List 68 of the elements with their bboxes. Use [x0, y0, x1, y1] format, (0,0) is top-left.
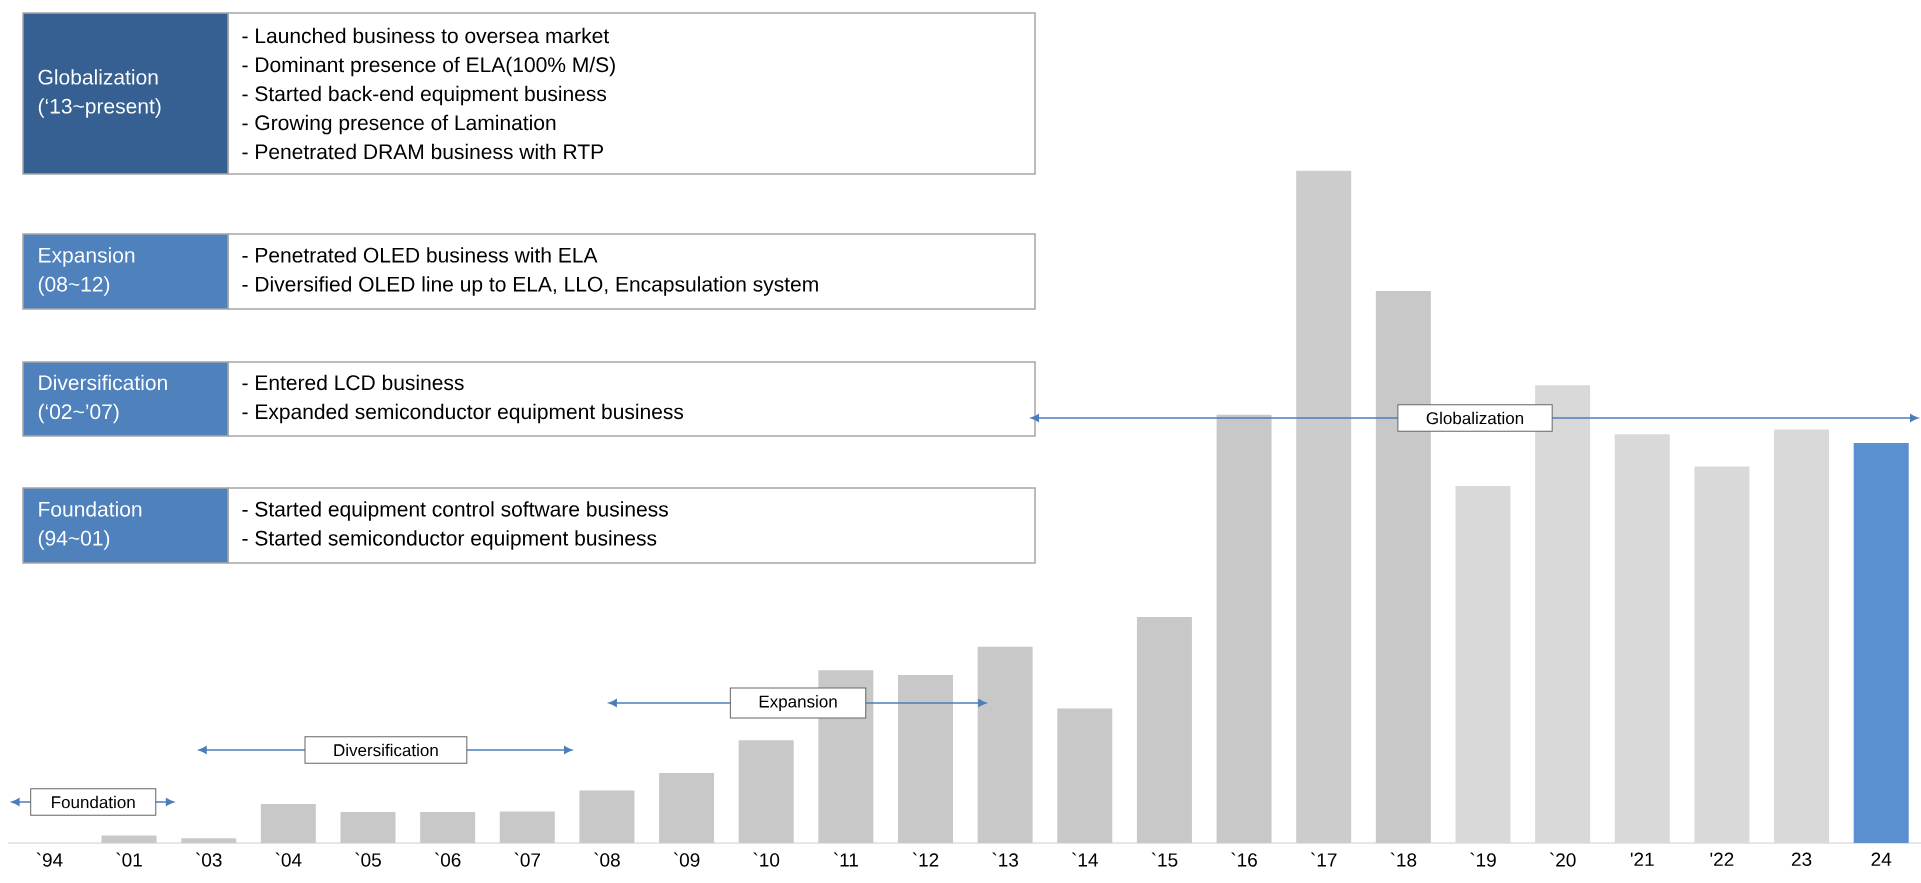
- bar: [1057, 708, 1113, 843]
- x-tick-label: `14: [1072, 852, 1098, 867]
- annotation: (‘02~’07): [38, 403, 119, 424]
- bar: [1455, 486, 1511, 843]
- annotation: - Diversified OLED line up to ELA, LLO, Encapsulation system: [242, 276, 818, 296]
- x-tick-label: `19: [1470, 852, 1496, 867]
- x-tick-label: `05: [355, 852, 381, 867]
- x-tick-label: `01: [116, 852, 142, 867]
- bar: [260, 804, 316, 843]
- x-tick-label: `09: [673, 852, 700, 867]
- annotation: Expansion: [759, 695, 837, 711]
- annotation: Foundation: [52, 795, 135, 809]
- annotation: Expansion: [39, 247, 135, 267]
- annotation: Diversification: [39, 374, 167, 391]
- bar: [1853, 443, 1909, 843]
- annotation: - Expanded semiconductor equipment business: [242, 403, 684, 424]
- x-tick-label: `08: [594, 852, 620, 867]
- x-tick-label: `11: [833, 852, 858, 867]
- annotation: (08~12): [38, 276, 110, 296]
- bar: [897, 674, 953, 843]
- bar: [1296, 170, 1352, 843]
- x-tick-label: `13: [992, 852, 1019, 867]
- annotation: (94~01): [38, 530, 110, 550]
- x-tick-label: `03: [195, 852, 222, 867]
- x-tick-label: '21: [1630, 852, 1654, 866]
- x-tick-label: 24: [1871, 852, 1892, 866]
- x-tick-label: `94: [36, 852, 63, 867]
- bar: [659, 773, 715, 843]
- text: - Growing presence of Lamination: [242, 114, 556, 135]
- annotation: - Started equipment control software business: [242, 501, 668, 521]
- x-tick-label: 23: [1791, 852, 1812, 866]
- x-tick-label: `18: [1390, 852, 1417, 867]
- bar: [1774, 429, 1830, 843]
- text: - Launched business to oversea market: [242, 27, 610, 44]
- x-tick-label: `12: [912, 852, 939, 867]
- annotation: Diversification: [334, 743, 438, 757]
- bar: [1614, 434, 1670, 843]
- x-tick-label: `04: [275, 852, 302, 867]
- text: (‘13~present): [38, 98, 161, 118]
- annotation: - Entered LCD business: [242, 374, 464, 391]
- bar: [420, 812, 476, 843]
- text: - Dominant presence of ELA(100% M/S): [242, 56, 615, 77]
- annotation: - Started semiconductor equipment business: [242, 530, 657, 550]
- x-tick-label: `07: [514, 852, 541, 867]
- bar: [1136, 617, 1192, 843]
- text: - Penetrated DRAM business with RTP: [242, 143, 603, 160]
- bar: [340, 812, 396, 843]
- annotation: Foundation: [39, 501, 142, 517]
- x-tick-label: `15: [1151, 852, 1178, 867]
- text: Globalization: [38, 69, 158, 85]
- bar: [1535, 385, 1591, 843]
- bar: [1216, 414, 1272, 843]
- x-tick-label: `20: [1549, 852, 1576, 867]
- text: - Started back-end equipment business: [242, 85, 607, 106]
- bar: [101, 835, 157, 843]
- bar: [181, 838, 237, 843]
- x-tick-label: `17: [1310, 852, 1337, 867]
- bar: [499, 811, 555, 843]
- annotation: - Penetrated OLED business with ELA: [242, 247, 598, 263]
- x-tick-label: `06: [434, 852, 461, 867]
- bar: [579, 790, 635, 843]
- bar: [1694, 466, 1750, 843]
- x-tick-label: `16: [1231, 852, 1257, 867]
- x-tick-label: '22: [1710, 852, 1734, 866]
- bar: [977, 646, 1033, 843]
- annotation: Globalization: [1426, 411, 1524, 425]
- x-tick-label: `10: [753, 852, 780, 867]
- bar: [738, 740, 794, 843]
